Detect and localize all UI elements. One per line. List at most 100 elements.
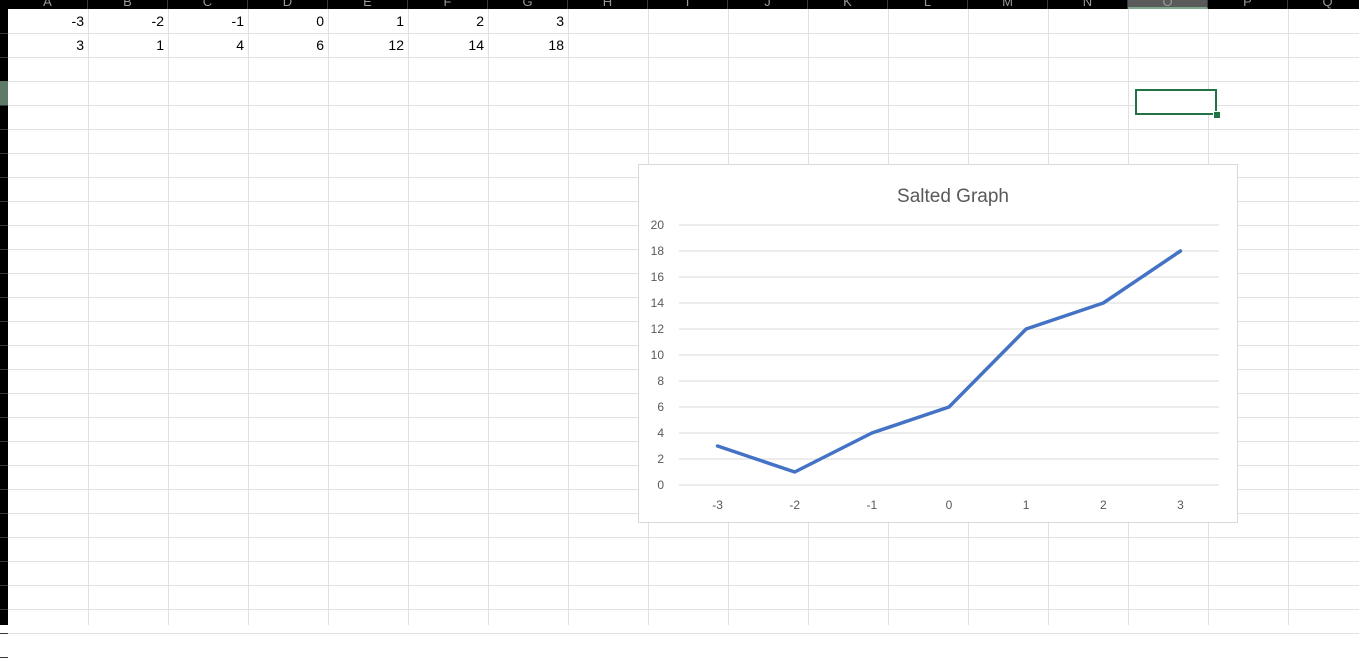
cell-a1[interactable]: -3 <box>71 13 84 29</box>
data-point[interactable] <box>793 470 797 474</box>
row-header-divider <box>0 105 8 106</box>
y-tick-label: 10 <box>651 348 665 362</box>
x-tick-label: -2 <box>789 498 800 512</box>
series-line-0[interactable] <box>715 249 1183 474</box>
data-point[interactable] <box>1101 301 1105 305</box>
y-tick-label: 16 <box>651 270 665 284</box>
row-header-divider <box>0 57 8 58</box>
row-header-selected[interactable] <box>0 81 8 105</box>
data-point[interactable] <box>716 444 720 448</box>
row-gridline <box>8 153 1359 154</box>
cell-c1[interactable]: -1 <box>231 13 244 29</box>
cell-f2[interactable]: 14 <box>468 37 484 53</box>
row-header-divider <box>0 561 8 562</box>
cell-c2[interactable]: 4 <box>236 37 244 53</box>
column-gridline <box>328 9 329 625</box>
cell-b1[interactable]: -2 <box>151 13 164 29</box>
row-header-strip[interactable] <box>0 0 8 658</box>
row-header-divider <box>0 345 8 346</box>
row-gridline <box>8 81 1359 82</box>
x-tick-label: -1 <box>867 498 878 512</box>
y-tick-label: 18 <box>651 244 665 258</box>
row-header-divider <box>0 129 8 130</box>
column-gridline <box>408 9 409 625</box>
cell-b2[interactable]: 1 <box>156 37 164 53</box>
row-header-divider <box>0 585 8 586</box>
column-header-h[interactable]: H <box>568 0 648 9</box>
row-header-divider <box>0 441 8 442</box>
data-point[interactable] <box>870 431 874 435</box>
row-header-divider <box>0 225 8 226</box>
row-header-divider <box>0 153 8 154</box>
column-gridline <box>1288 9 1289 625</box>
y-tick-label: 14 <box>651 296 665 310</box>
column-header-b[interactable]: B <box>88 0 168 9</box>
column-header-j[interactable]: J <box>728 0 808 9</box>
row-header-divider <box>0 249 8 250</box>
cell-d2[interactable]: 6 <box>316 37 324 53</box>
y-tick-label: 20 <box>651 218 665 232</box>
y-tick-label: 6 <box>657 400 664 414</box>
data-point[interactable] <box>947 405 951 409</box>
active-cell-o4[interactable] <box>1135 89 1217 115</box>
fill-handle[interactable] <box>1213 111 1221 119</box>
row-gridline <box>8 537 1359 538</box>
row-gridline <box>8 633 1359 634</box>
chart-title: Salted Graph <box>897 186 1009 207</box>
row-header-divider <box>0 465 8 466</box>
data-point[interactable] <box>1178 249 1182 253</box>
row-header-divider <box>0 633 8 634</box>
column-header-n[interactable]: N <box>1048 0 1128 9</box>
column-header-e[interactable]: E <box>328 0 408 9</box>
column-header-c[interactable]: C <box>168 0 248 9</box>
data-point[interactable] <box>1024 327 1028 331</box>
column-header-o[interactable]: O <box>1128 0 1208 9</box>
column-gridline <box>488 9 489 625</box>
column-header-k[interactable]: K <box>808 0 888 9</box>
row-header-divider <box>0 513 8 514</box>
column-header-i[interactable]: I <box>648 0 728 9</box>
cell-d1[interactable]: 0 <box>316 13 324 29</box>
cell-e2[interactable]: 12 <box>388 37 404 53</box>
row-header-divider <box>0 177 8 178</box>
row-header-divider <box>0 489 8 490</box>
column-header-p[interactable]: P <box>1208 0 1288 9</box>
row-header-divider <box>0 609 8 610</box>
column-header-a[interactable]: A <box>8 0 88 9</box>
row-header-divider <box>0 321 8 322</box>
x-tick-label: -3 <box>712 498 723 512</box>
row-header-divider <box>0 537 8 538</box>
column-header-m[interactable]: M <box>968 0 1048 9</box>
cell-f1[interactable]: 2 <box>476 13 484 29</box>
column-gridline <box>168 9 169 625</box>
y-tick-label: 4 <box>657 426 664 440</box>
row-gridline <box>8 609 1359 610</box>
cell-a2[interactable]: 3 <box>76 37 84 53</box>
column-header-f[interactable]: F <box>408 0 488 9</box>
x-tick-label: 2 <box>1100 498 1107 512</box>
row-header-divider <box>0 297 8 298</box>
row-gridline <box>8 105 1359 106</box>
row-header-divider <box>0 417 8 418</box>
row-header-divider <box>0 369 8 370</box>
column-header-l[interactable]: L <box>888 0 968 9</box>
column-header-q[interactable]: Q <box>1288 0 1359 9</box>
row-gridline <box>8 33 1359 34</box>
column-header-d[interactable]: D <box>248 0 328 9</box>
cell-e1[interactable]: 1 <box>396 13 404 29</box>
column-header-g[interactable]: G <box>488 0 568 9</box>
cell-g2[interactable]: 18 <box>548 37 564 53</box>
row-gridline <box>8 129 1359 130</box>
y-tick-label: 2 <box>657 452 664 466</box>
line-chart[interactable]: Salted Graph 0 2 4 6 8 10 12 14 16 18 20 -3 -2 -1 0 1 2… <box>638 164 1238 523</box>
x-tick-label: 1 <box>1023 498 1030 512</box>
column-gridline <box>88 9 89 625</box>
cell-g1[interactable]: 3 <box>556 13 564 29</box>
row-gridline <box>8 57 1359 58</box>
y-tick-label: 0 <box>657 478 664 492</box>
row-header-divider <box>0 393 8 394</box>
row-header-divider <box>0 33 8 34</box>
column-gridline <box>248 9 249 625</box>
y-tick-label: 12 <box>651 322 665 336</box>
